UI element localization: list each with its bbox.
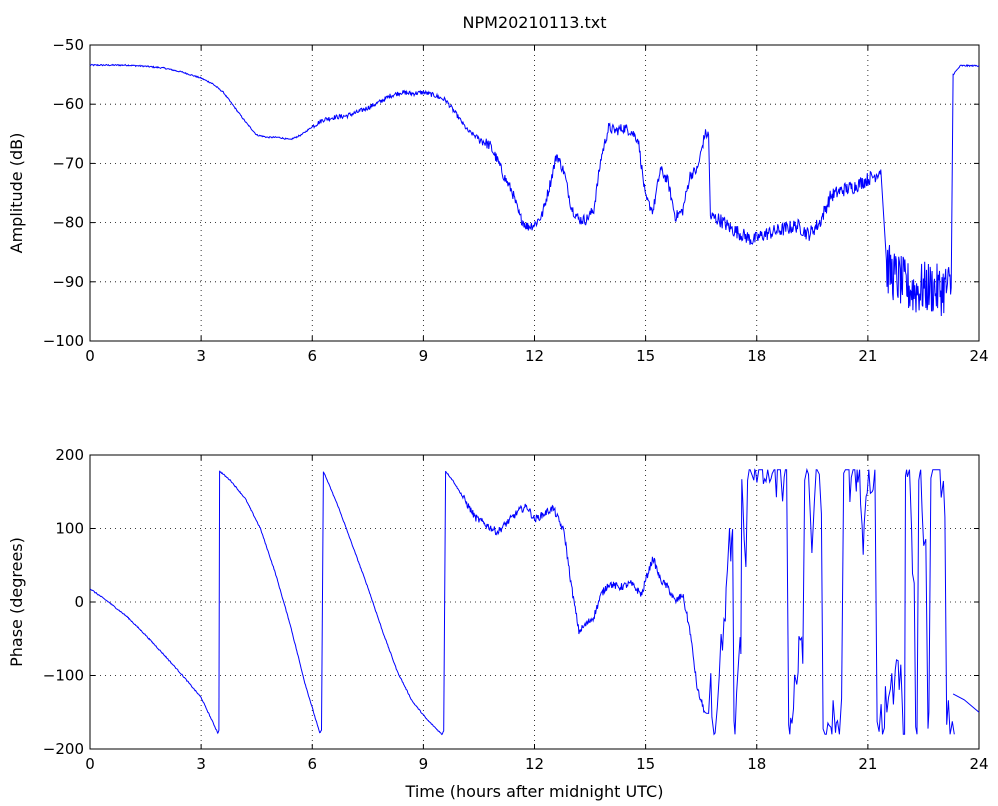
amplitude-y-tick-label: −100 xyxy=(43,332,84,350)
phase-noise-segment xyxy=(704,467,955,736)
phase-y-tick-label: 0 xyxy=(74,593,84,611)
amplitude-grid xyxy=(90,45,979,341)
phase-x-tick-label: 12 xyxy=(525,755,544,773)
amplitude-x-tick-label: 24 xyxy=(969,347,988,365)
phase-panel: 0 3 6 9 12 15 18 21 24 200 100 0 −100 −200 Phase (deg… xyxy=(7,446,989,801)
amplitude-x-tick-label: 15 xyxy=(636,347,655,365)
phase-x-tick-label: 9 xyxy=(419,755,429,773)
phase-x-tick-label: 21 xyxy=(858,755,877,773)
amplitude-series xyxy=(89,63,980,317)
phase-x-tick-label: 24 xyxy=(969,755,988,773)
phase-y-axis-label: Phase (degrees) xyxy=(7,537,26,667)
phase-x-tick-label: 15 xyxy=(636,755,655,773)
phase-y-tick-label: 200 xyxy=(55,446,84,464)
phase-ticks: 0 3 6 9 12 15 18 21 24 200 100 0 −100 −200 xyxy=(43,446,989,773)
amplitude-x-tick-label: 12 xyxy=(525,347,544,365)
phase-y-tick-label: 100 xyxy=(55,520,84,538)
phase-x-tick-label: 18 xyxy=(747,755,766,773)
amplitude-series-line xyxy=(89,63,980,317)
amplitude-ticks: 0 3 6 9 12 15 18 21 24 −50 −60 −70 −80 −90 −100 xyxy=(43,36,989,365)
amplitude-y-tick-label: −90 xyxy=(52,273,84,291)
time-x-axis-label: Time (hours after midnight UTC) xyxy=(405,782,664,801)
amplitude-y-tick-label: −70 xyxy=(52,154,84,172)
phase-y-tick-label: −200 xyxy=(43,740,84,758)
amplitude-y-axis-label: Amplitude (dB) xyxy=(7,133,26,254)
amplitude-y-tick-label: −50 xyxy=(52,36,84,54)
amplitude-x-tick-label: 6 xyxy=(307,347,317,365)
phase-y-tick-label: −100 xyxy=(43,667,84,685)
phase-series-line xyxy=(89,470,706,736)
amplitude-plot-frame xyxy=(89,44,980,342)
phase-x-tick-label: 3 xyxy=(196,755,206,773)
phase-grid xyxy=(90,455,979,749)
phase-tail-line xyxy=(952,693,980,713)
chart-title: NPM20210113.txt xyxy=(463,13,607,32)
amplitude-x-tick-label: 18 xyxy=(747,347,766,365)
amplitude-x-tick-label: 21 xyxy=(858,347,877,365)
amplitude-y-tick-label: −60 xyxy=(52,95,84,113)
amplitude-x-tick-label: 9 xyxy=(419,347,429,365)
amplitude-x-tick-label: 3 xyxy=(196,347,206,365)
amplitude-panel: 0 3 6 9 12 15 18 21 24 −50 −60 −70 −80 −90 −100 NPM202… xyxy=(7,13,989,365)
phase-x-tick-label: 0 xyxy=(85,755,95,773)
phase-x-tick-label: 6 xyxy=(307,755,317,773)
phase-series xyxy=(89,467,980,736)
amplitude-y-tick-label: −80 xyxy=(52,214,84,232)
amplitude-x-tick-label: 0 xyxy=(85,347,95,365)
